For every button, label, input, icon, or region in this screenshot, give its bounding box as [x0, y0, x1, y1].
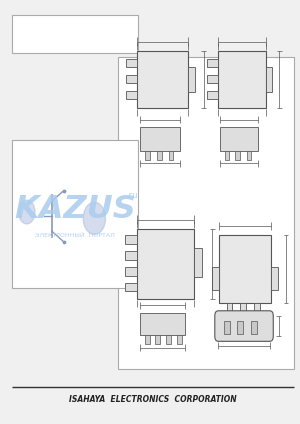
Bar	[236, 151, 240, 160]
Bar	[251, 321, 257, 334]
Text: ЭЛЕКТРОННЫЙ  ПОРТАЛ: ЭЛЕКТРОННЫЙ ПОРТАЛ	[35, 233, 115, 238]
Bar	[169, 151, 173, 160]
Bar	[124, 235, 137, 244]
Bar	[140, 313, 185, 335]
Bar	[118, 57, 294, 369]
Bar	[194, 248, 202, 277]
Bar	[207, 75, 218, 83]
Bar	[219, 235, 271, 303]
FancyBboxPatch shape	[215, 311, 273, 341]
Bar	[177, 335, 182, 344]
Circle shape	[83, 202, 106, 234]
Bar	[157, 151, 162, 160]
Circle shape	[19, 200, 35, 224]
Bar	[207, 59, 218, 67]
Bar	[266, 67, 272, 92]
Bar	[225, 151, 229, 160]
Bar	[137, 51, 188, 108]
Bar	[140, 127, 180, 151]
Bar	[124, 267, 137, 276]
Bar	[155, 335, 160, 344]
Bar	[126, 59, 137, 67]
Bar	[220, 127, 258, 151]
Bar	[126, 91, 137, 99]
Text: KAZUS: KAZUS	[14, 194, 136, 226]
Bar	[271, 267, 278, 290]
Bar	[240, 303, 246, 319]
Bar	[126, 75, 137, 83]
Bar	[237, 321, 243, 334]
Bar	[12, 15, 138, 53]
Bar	[12, 140, 138, 288]
Bar	[145, 335, 150, 344]
Bar	[188, 67, 195, 92]
Text: .ru: .ru	[126, 190, 138, 200]
Bar	[218, 51, 266, 108]
Bar	[226, 303, 232, 319]
Bar	[137, 229, 194, 299]
Bar	[247, 151, 251, 160]
Bar	[224, 321, 230, 334]
Bar	[124, 251, 137, 260]
Bar	[254, 303, 260, 319]
Text: ISAHAYA  ELECTRONICS  CORPORATION: ISAHAYA ELECTRONICS CORPORATION	[69, 395, 237, 404]
Bar	[166, 335, 171, 344]
Bar	[207, 91, 218, 99]
Bar	[124, 283, 137, 291]
Bar	[212, 267, 219, 290]
Bar	[145, 151, 150, 160]
